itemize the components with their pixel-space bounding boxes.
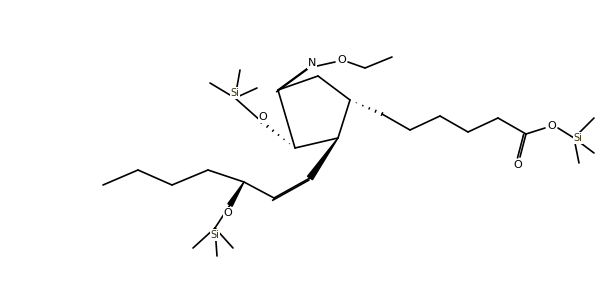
Text: O: O: [337, 55, 347, 65]
Text: Si: Si: [210, 230, 219, 240]
Text: O: O: [258, 112, 268, 122]
Text: O: O: [548, 121, 556, 131]
Text: Si: Si: [230, 88, 240, 98]
Polygon shape: [308, 138, 338, 180]
Text: O: O: [224, 208, 232, 218]
Text: Si: Si: [573, 133, 582, 143]
Text: O: O: [514, 160, 522, 170]
Polygon shape: [228, 182, 244, 206]
Text: N: N: [308, 58, 316, 68]
